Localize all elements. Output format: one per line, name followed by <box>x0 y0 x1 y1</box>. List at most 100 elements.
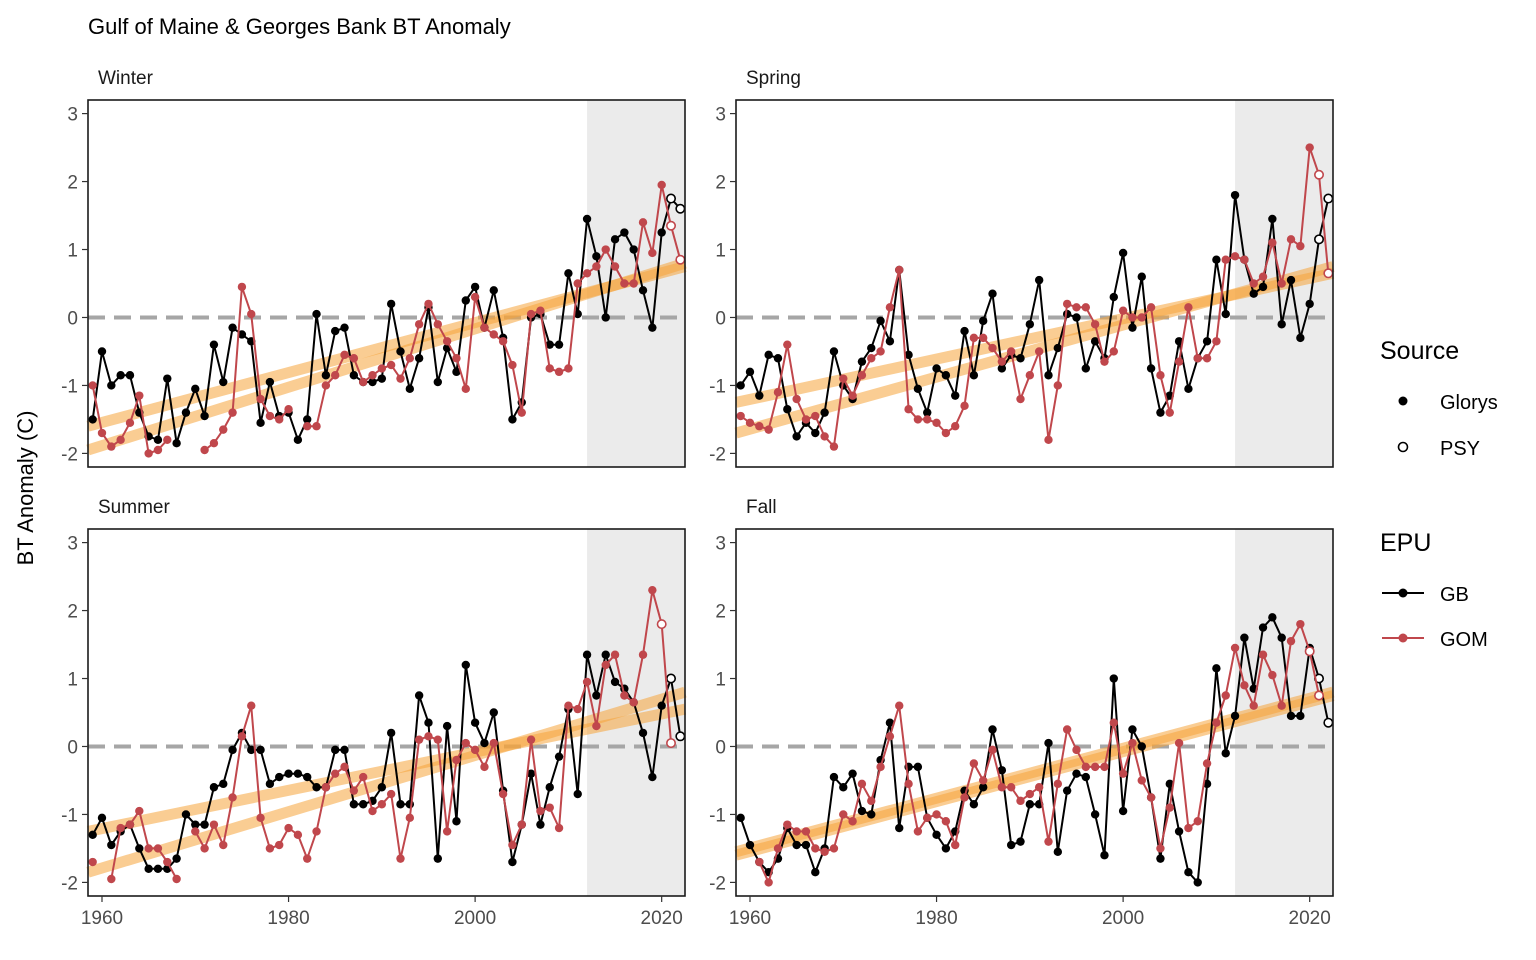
data-point-glorys <box>480 323 489 332</box>
data-point-glorys <box>913 762 923 772</box>
data-point-glorys <box>1137 776 1146 785</box>
data-point-glorys <box>1081 364 1091 373</box>
data-point-glorys <box>452 367 461 377</box>
data-point-glorys <box>470 282 480 292</box>
series-line <box>91 653 682 870</box>
data-point-glorys <box>247 701 256 710</box>
data-point-glorys <box>839 783 848 792</box>
data-point-psy <box>1323 268 1334 279</box>
data-point-glorys <box>857 806 867 816</box>
y-tick-label: 1 <box>67 241 78 262</box>
y-tick-label: 0 <box>715 308 726 329</box>
x-tick-label: 2020 <box>641 908 683 929</box>
panel-title: Fall <box>746 497 777 518</box>
data-point-glorys <box>857 779 867 789</box>
data-point-glorys <box>470 292 480 302</box>
data-point-glorys <box>1006 840 1016 850</box>
data-point-glorys <box>405 384 415 394</box>
y-tick-label: 1 <box>715 241 726 262</box>
data-point-psy <box>1314 169 1325 180</box>
data-point-glorys <box>820 432 829 441</box>
data-point-glorys <box>783 340 792 349</box>
data-point-glorys <box>275 772 284 782</box>
data-point-glorys <box>172 439 181 448</box>
data-point-glorys <box>107 442 116 451</box>
y-tick-label: -1 <box>709 805 726 826</box>
panel-title: Spring <box>746 68 801 89</box>
x-tick-label: 2000 <box>454 908 496 929</box>
data-point-glorys <box>489 286 498 295</box>
data-point-glorys <box>801 840 811 850</box>
data-point-glorys <box>461 296 470 305</box>
data-point-glorys <box>755 391 764 400</box>
data-point-glorys <box>988 725 997 734</box>
data-point-glorys <box>848 391 857 400</box>
data-point-glorys <box>1100 762 1109 772</box>
data-point-glorys <box>1296 619 1305 629</box>
data-point-glorys <box>745 418 755 428</box>
data-point-glorys <box>470 745 480 755</box>
legend-epu-title: EPU <box>1380 529 1431 557</box>
data-point-glorys <box>829 772 839 782</box>
data-point-glorys <box>433 735 443 744</box>
data-point-glorys <box>978 776 988 785</box>
data-point-glorys <box>1202 759 1212 768</box>
data-point-glorys <box>1174 357 1184 366</box>
data-point-glorys <box>1277 279 1286 288</box>
data-point-glorys <box>829 347 839 356</box>
data-point-glorys <box>163 435 172 445</box>
data-point-glorys <box>792 432 801 441</box>
data-point-glorys <box>1277 701 1286 710</box>
data-point-glorys <box>116 435 125 445</box>
data-point-glorys <box>480 738 489 748</box>
data-point-glorys <box>564 269 573 278</box>
data-point-glorys <box>564 364 573 373</box>
data-point-glorys <box>610 235 620 244</box>
data-point-glorys <box>200 820 209 829</box>
data-point-glorys <box>1044 371 1053 380</box>
data-point-glorys <box>526 735 536 744</box>
data-point-glorys <box>1072 769 1081 778</box>
data-point-glorys <box>228 793 237 802</box>
data-point-glorys <box>1090 810 1100 819</box>
data-point-glorys <box>545 803 554 812</box>
data-point-glorys <box>191 820 200 829</box>
legend-item-glorys: Glorys <box>1398 392 1498 414</box>
legend-gb-label: GB <box>1440 584 1469 606</box>
data-point-glorys <box>88 415 97 424</box>
data-point-glorys <box>219 425 228 434</box>
y-tick-label: 0 <box>715 737 726 758</box>
data-point-glorys <box>1053 343 1063 353</box>
data-point-glorys <box>107 840 116 850</box>
data-point-glorys <box>312 783 321 792</box>
series-gb <box>736 613 1334 887</box>
data-point-glorys <box>1212 255 1221 264</box>
data-point-glorys <box>867 354 876 363</box>
y-tick-label: 3 <box>715 105 726 126</box>
legend-gb-marker <box>1398 588 1408 598</box>
legend-gom-label: GOM <box>1440 629 1488 651</box>
data-point-glorys <box>433 854 443 863</box>
data-point-glorys <box>508 415 517 424</box>
data-point-glorys <box>1034 275 1044 285</box>
data-point-glorys <box>275 840 284 850</box>
data-point-glorys <box>582 650 592 659</box>
data-point-glorys <box>960 326 969 336</box>
data-point-glorys <box>414 320 424 329</box>
data-point-glorys <box>377 364 387 373</box>
data-point-glorys <box>1249 279 1258 288</box>
data-point-glorys <box>1016 394 1025 404</box>
data-point-glorys <box>620 279 629 288</box>
data-point-glorys <box>648 323 657 332</box>
data-point-glorys <box>620 691 629 700</box>
panel-border <box>87 99 686 468</box>
data-point-glorys <box>1062 299 1072 309</box>
data-point-glorys <box>386 728 396 738</box>
data-point-glorys <box>648 772 657 782</box>
data-point-glorys <box>736 813 745 823</box>
legend-item-gom: GOM <box>1382 629 1488 651</box>
data-point-glorys <box>433 320 443 329</box>
data-point-glorys <box>386 360 396 370</box>
panel-winter: Winter -2 -1 0 1 2 3 <box>61 68 687 468</box>
data-point-psy <box>656 619 667 630</box>
